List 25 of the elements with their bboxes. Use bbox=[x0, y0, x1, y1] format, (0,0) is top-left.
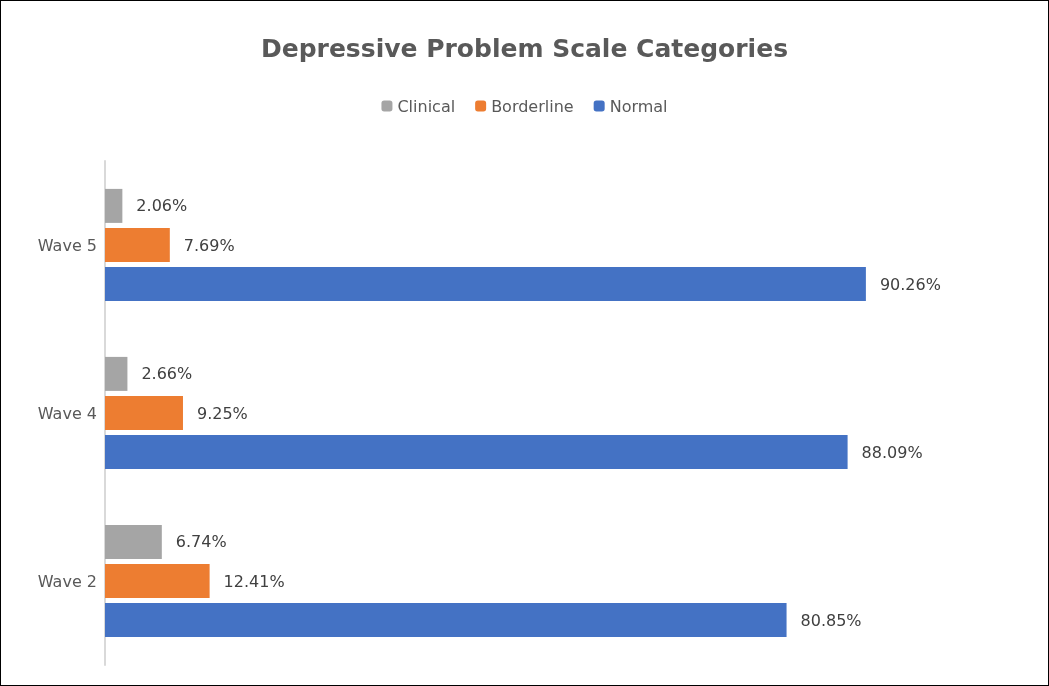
data-label: 80.85% bbox=[800, 610, 862, 630]
data-label: 6.74% bbox=[175, 532, 227, 552]
bar bbox=[105, 524, 162, 559]
legend-label: Clinical bbox=[397, 96, 456, 116]
bar bbox=[105, 435, 848, 470]
chart-title: Depressive Problem Scale Categories bbox=[260, 34, 789, 63]
data-label: 7.69% bbox=[183, 235, 235, 255]
bar bbox=[105, 228, 170, 262]
bar bbox=[105, 188, 123, 223]
bar bbox=[105, 564, 210, 598]
y-tick-label: Wave 5 bbox=[37, 235, 97, 255]
data-label: 88.09% bbox=[861, 442, 923, 462]
data-label: 2.06% bbox=[136, 196, 188, 216]
data-label: 9.25% bbox=[196, 403, 248, 423]
legend-label: Borderline bbox=[491, 96, 574, 116]
legend-label: Normal bbox=[609, 96, 668, 116]
data-label: 90.26% bbox=[879, 274, 941, 294]
data-label: 2.66% bbox=[141, 364, 193, 384]
bar bbox=[105, 603, 787, 638]
data-label: 12.41% bbox=[223, 571, 285, 591]
bar bbox=[105, 396, 183, 430]
y-tick-label: Wave 4 bbox=[37, 403, 97, 423]
bar bbox=[105, 356, 128, 391]
y-tick-label: Wave 2 bbox=[37, 571, 97, 591]
bar bbox=[105, 267, 866, 302]
